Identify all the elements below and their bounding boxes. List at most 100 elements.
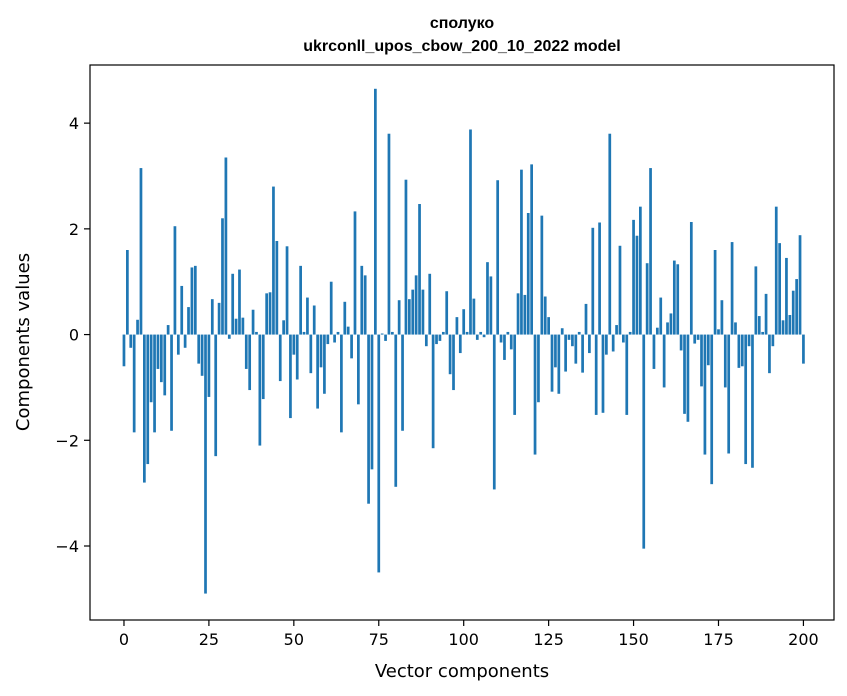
bar-40 xyxy=(258,334,262,446)
bar-113 xyxy=(506,331,510,335)
bar-164 xyxy=(679,334,683,351)
bar-163 xyxy=(676,264,680,335)
bar-153 xyxy=(642,334,646,549)
bar-101 xyxy=(465,331,469,335)
bar-148 xyxy=(625,334,629,415)
bar-13 xyxy=(166,325,170,335)
bar-47 xyxy=(282,320,285,335)
bar-138 xyxy=(591,227,595,335)
bar-18 xyxy=(183,334,187,348)
bar-156 xyxy=(652,334,656,369)
bar-35 xyxy=(241,317,245,335)
bar-122 xyxy=(537,334,540,403)
bar-57 xyxy=(316,334,319,409)
y-axis-label: Components values xyxy=(13,253,34,431)
bar-115 xyxy=(513,334,517,415)
bar-150 xyxy=(632,219,635,335)
bar-36 xyxy=(244,334,248,369)
bar-51 xyxy=(295,334,299,380)
bar-31 xyxy=(227,334,231,339)
bar-146 xyxy=(618,245,622,335)
bar-14 xyxy=(170,334,173,431)
y-tick-label: 0 xyxy=(69,326,79,345)
bar-147 xyxy=(622,334,625,343)
bar-24 xyxy=(204,334,207,594)
bar-119 xyxy=(526,213,530,335)
bar-194 xyxy=(781,320,785,335)
bar-137 xyxy=(588,334,591,354)
bar-81 xyxy=(397,300,401,335)
bar-134 xyxy=(577,331,581,335)
bar-93 xyxy=(438,334,442,341)
bar-53 xyxy=(302,331,306,335)
bar-177 xyxy=(723,334,727,388)
bar-46 xyxy=(278,334,282,382)
bar-140 xyxy=(598,222,601,335)
bar-142 xyxy=(605,334,608,355)
x-tick-label: 25 xyxy=(199,630,219,649)
bar-38 xyxy=(251,309,255,335)
bar-198 xyxy=(795,279,798,335)
bar-27 xyxy=(214,334,218,457)
bar-162 xyxy=(672,260,676,335)
bar-5 xyxy=(139,168,143,335)
bar-104 xyxy=(475,334,479,340)
bar-189 xyxy=(764,293,768,335)
bar-103 xyxy=(472,298,476,335)
bar-30 xyxy=(224,157,228,335)
bar-82 xyxy=(401,334,404,431)
bar-76 xyxy=(380,333,384,335)
bar-85 xyxy=(411,289,415,335)
bar-48 xyxy=(285,246,289,335)
x-tick-label: 75 xyxy=(369,630,389,649)
bar-106 xyxy=(482,334,486,338)
bar-139 xyxy=(594,334,598,415)
bar-190 xyxy=(768,334,771,374)
bar-50 xyxy=(292,334,296,355)
bar-145 xyxy=(615,325,618,335)
bar-149 xyxy=(628,331,632,335)
bar-173 xyxy=(710,334,714,485)
bar-143 xyxy=(608,133,612,335)
y-tick-label: 2 xyxy=(69,220,79,239)
bar-60 xyxy=(326,334,330,345)
bar-169 xyxy=(696,334,700,340)
bar-61 xyxy=(329,281,333,335)
bar-160 xyxy=(666,322,669,335)
bar-157 xyxy=(655,327,659,335)
bar-29 xyxy=(221,218,224,335)
bar-136 xyxy=(584,303,588,335)
y-tick-label: 4 xyxy=(69,114,79,133)
bar-98 xyxy=(455,317,459,335)
bar-196 xyxy=(788,315,792,335)
bar-171 xyxy=(703,334,707,455)
bar-42 xyxy=(265,293,269,335)
bar-161 xyxy=(669,313,673,335)
bar-49 xyxy=(289,334,292,419)
bar-165 xyxy=(683,334,686,414)
bar-116 xyxy=(516,293,520,335)
bar-80 xyxy=(394,334,398,487)
bar-37 xyxy=(248,334,252,391)
bar-11 xyxy=(159,334,163,383)
bar-26 xyxy=(210,299,214,335)
x-tick-label: 200 xyxy=(788,630,819,649)
bar-154 xyxy=(645,263,649,335)
bar-193 xyxy=(778,243,781,335)
bar-1 xyxy=(126,250,129,335)
bar-118 xyxy=(523,294,527,335)
bar-21 xyxy=(193,265,197,335)
y-axis-ticks: −4 −2 0 2 4 xyxy=(55,114,90,556)
bar-12 xyxy=(163,334,167,396)
y-tick-label: −4 xyxy=(55,537,79,556)
x-axis-ticks: 0 25 50 75 100 125 150 175 200 xyxy=(119,620,819,649)
bar-73 xyxy=(370,334,374,470)
bar-59 xyxy=(323,334,326,394)
bar-129 xyxy=(560,328,564,335)
y-tick-label: −2 xyxy=(55,431,79,450)
x-tick-label: 175 xyxy=(703,630,734,649)
bar-72 xyxy=(367,334,370,504)
bar-71 xyxy=(363,275,367,335)
bar-67 xyxy=(350,334,353,359)
bar-184 xyxy=(747,334,751,347)
